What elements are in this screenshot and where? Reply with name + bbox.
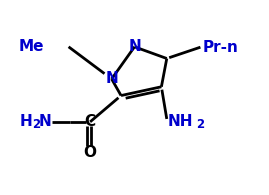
Text: Pr-n: Pr-n <box>202 40 238 55</box>
Text: C: C <box>84 114 96 129</box>
Text: H: H <box>19 114 32 129</box>
Text: 2: 2 <box>32 118 40 131</box>
Text: NH: NH <box>168 114 193 129</box>
Text: 2: 2 <box>196 118 204 131</box>
Text: N: N <box>105 72 118 86</box>
Text: N: N <box>128 39 141 54</box>
Text: Me: Me <box>19 39 44 54</box>
Text: O: O <box>84 145 97 160</box>
Text: N: N <box>39 114 52 129</box>
